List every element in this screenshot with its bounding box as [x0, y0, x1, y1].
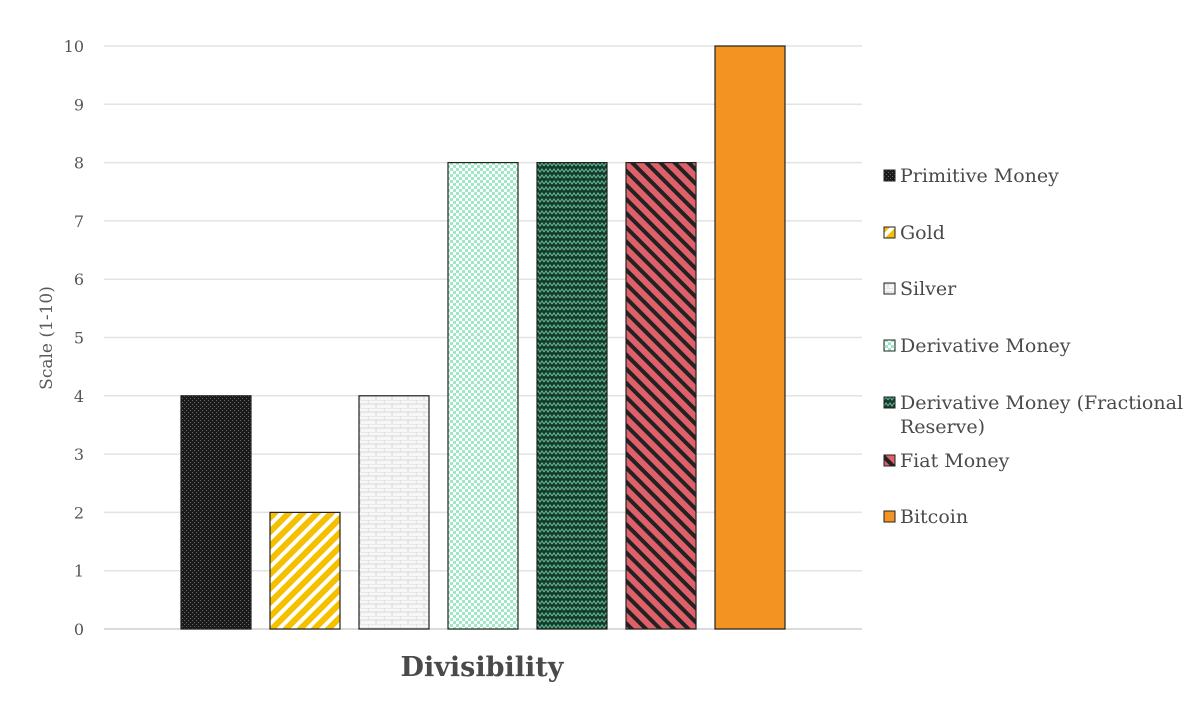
- legend-swatch: [883, 282, 896, 295]
- legend-label: Bitcoin: [900, 506, 968, 528]
- legend-label: Derivative Money (Fractional Reserve): [900, 392, 1183, 438]
- bar-derivative-money-fractional-reserve: [536, 162, 608, 630]
- legend-swatch: [883, 226, 896, 239]
- y-axis-title: Scale (1-10): [37, 286, 57, 390]
- y-tick-label: 5: [74, 329, 84, 348]
- bar-silver: [358, 395, 430, 630]
- y-tick-label: 7: [74, 212, 84, 231]
- legend-item: Silver: [883, 278, 957, 300]
- y-tick-label: 6: [74, 270, 84, 289]
- legend-swatch: [883, 169, 896, 182]
- legend: Primitive Money Gold Silver Derivative Mone…: [883, 165, 1183, 528]
- legend-label: Gold: [900, 222, 945, 244]
- legend-item: Primitive Money: [883, 165, 1059, 187]
- legend-label: Derivative Money: [900, 335, 1071, 357]
- legend-swatch: [883, 339, 896, 352]
- bar-bitcoin: [714, 45, 786, 630]
- legend-item: Derivative Money: [883, 335, 1071, 357]
- x-axis-title: Divisibility: [401, 652, 565, 683]
- y-tick-label: 10: [64, 37, 84, 56]
- y-tick-label: 2: [74, 503, 84, 522]
- bars: [180, 45, 786, 630]
- legend-swatch: [883, 510, 896, 523]
- y-tick-label: 4: [74, 387, 84, 406]
- bar-gold: [269, 511, 341, 630]
- legend-item: Bitcoin: [883, 506, 968, 528]
- legend-item: Gold: [883, 222, 945, 244]
- y-tick-label: 9: [74, 95, 84, 114]
- bar-derivative-money: [447, 162, 519, 630]
- legend-label: Fiat Money: [900, 450, 1010, 472]
- legend-item: Derivative Money (Fractional Reserve): [883, 392, 1183, 438]
- y-tick-label: 1: [74, 562, 84, 581]
- y-tick-label: 3: [74, 445, 84, 464]
- legend-label: Primitive Money: [900, 165, 1059, 187]
- legend-label: Silver: [900, 278, 957, 300]
- y-axis-tick-labels: 0 1 2 3 4 5 6 7 8 9 10: [64, 37, 84, 639]
- legend-swatch: [883, 454, 896, 467]
- bar-primitive-money: [180, 395, 252, 630]
- legend-item: Fiat Money: [883, 450, 1010, 472]
- legend-swatch: [883, 396, 896, 409]
- bar-fiat-money: [625, 162, 697, 630]
- y-tick-label: 8: [74, 154, 84, 173]
- y-tick-label: 0: [74, 620, 84, 639]
